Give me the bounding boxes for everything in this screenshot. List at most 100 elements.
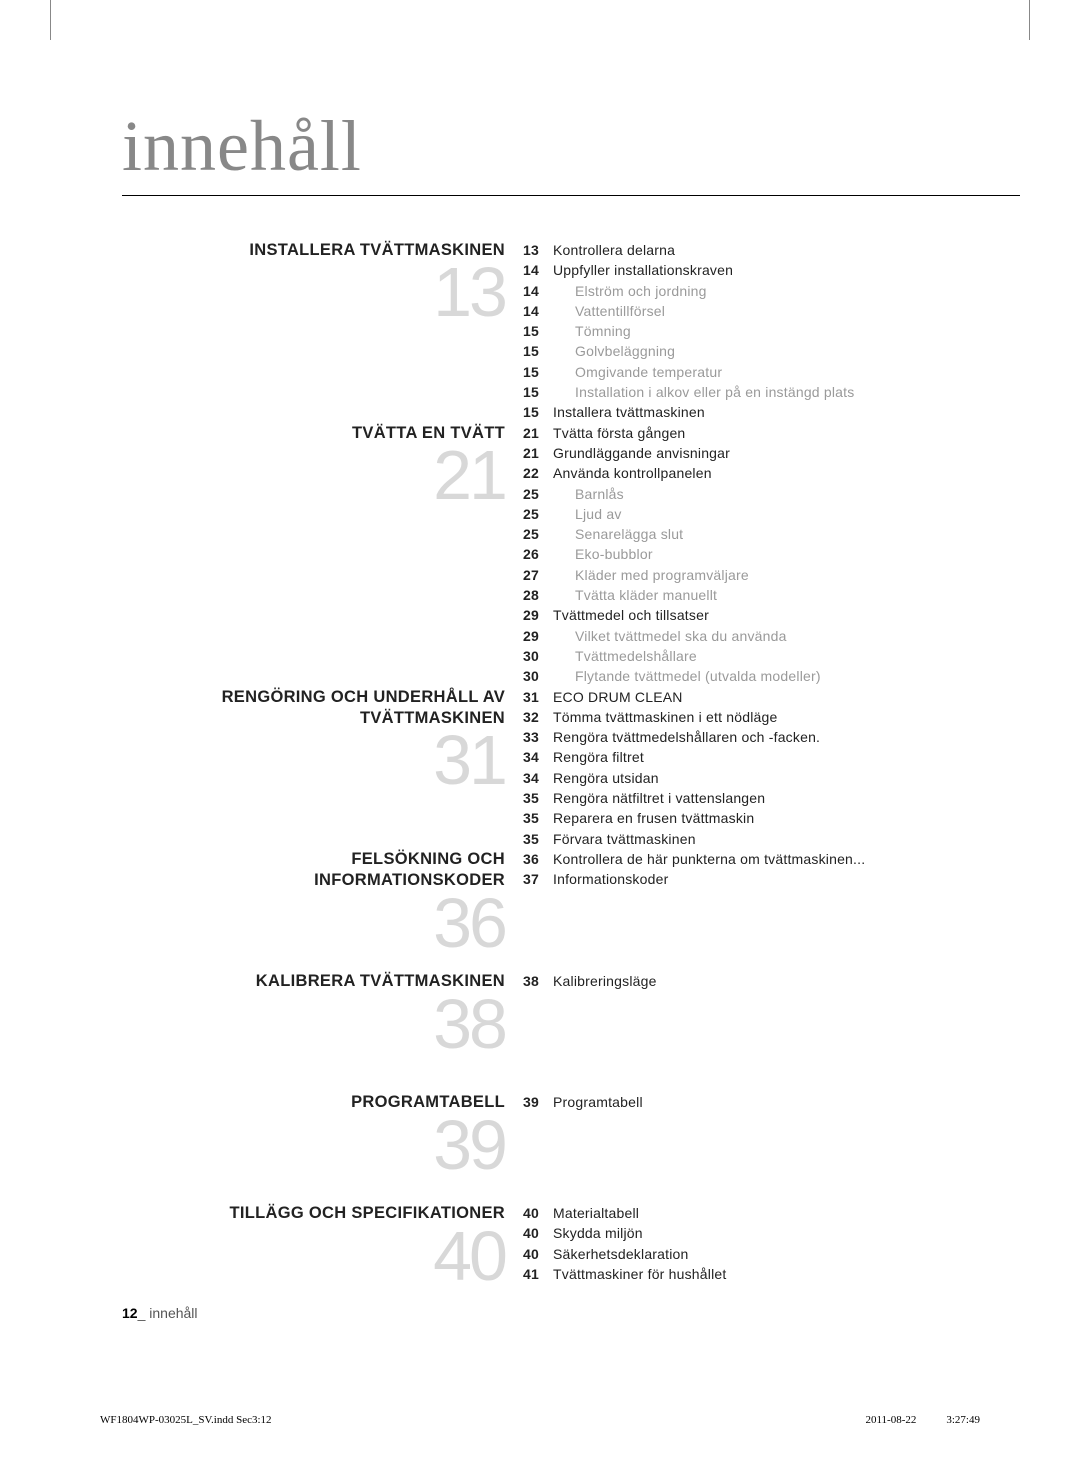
toc-entry: 40Säkerhetsdeklaration (523, 1244, 988, 1264)
toc-label: Programtabell (553, 1092, 643, 1112)
section-number: 36 (188, 894, 505, 954)
toc-entry: 34Rengöra utsidan (523, 768, 988, 788)
toc-page-number: 37 (523, 869, 553, 889)
toc-label: Rengöra utsidan (553, 768, 659, 788)
toc-page-number: 26 (523, 544, 553, 564)
crop-mark (50, 0, 51, 40)
toc-page-number: 30 (523, 666, 553, 686)
toc-page-number: 13 (523, 240, 553, 260)
page-footer: 12_ innehåll (122, 1305, 198, 1321)
section-heading-area: KALIBRERA TVÄTTMASKINEN38 (188, 971, 523, 1054)
toc-page-number: 14 (523, 281, 553, 301)
toc-entry: 27Kläder med programväljare (523, 565, 988, 585)
print-date: 2011-08-22 (865, 1414, 916, 1426)
title-underline (122, 195, 1020, 196)
toc-entry: 41Tvättmaskiner för hushållet (523, 1264, 988, 1284)
toc-page-number: 21 (523, 443, 553, 463)
toc-page-number: 29 (523, 605, 553, 625)
toc-page-number: 15 (523, 362, 553, 382)
section-entries: 31ECO DRUM CLEAN32Tömma tvättmaskinen i … (523, 687, 988, 849)
section-number: 21 (188, 446, 505, 506)
toc-entry: 13Kontrollera delarna (523, 240, 988, 260)
toc-entry: 25Senarelägga slut (523, 524, 988, 544)
toc-entry: 38Kalibreringsläge (523, 971, 988, 991)
toc-entry: 32Tömma tvättmaskinen i ett nödläge (523, 707, 988, 727)
section-number: 38 (188, 995, 505, 1055)
toc-entry: 31ECO DRUM CLEAN (523, 687, 988, 707)
toc-page-number: 39 (523, 1092, 553, 1112)
toc-label: Informationskoder (553, 869, 668, 889)
section-heading-area: FELSÖKNING OCH INFORMATIONSKODER36 (188, 849, 523, 953)
footer-separator: _ (138, 1305, 146, 1321)
section-entries: 36Kontrollera de här punkterna om tvättm… (523, 849, 988, 953)
toc-entry: 14Uppfyller installationskraven (523, 260, 988, 280)
toc-entry: 40Skydda miljön (523, 1223, 988, 1243)
toc-entry: 30Tvättmedelshållare (523, 646, 988, 666)
toc-entry: 14Elström och jordning (523, 281, 988, 301)
crop-mark (1029, 0, 1030, 40)
page-title: innehåll (122, 105, 362, 188)
toc-page-number: 28 (523, 585, 553, 605)
section-number: 39 (188, 1116, 505, 1176)
toc-page-number: 22 (523, 463, 553, 483)
toc-entry: 37Informationskoder (523, 869, 988, 889)
toc-label: Golvbeläggning (553, 341, 675, 361)
toc-entry: 30Flytande tvättmedel (utvalda modeller) (523, 666, 988, 686)
section-entries: 21Tvätta första gången21Grundläggande an… (523, 423, 988, 687)
toc-label: Uppfyller installationskraven (553, 260, 733, 280)
toc-page-number: 15 (523, 402, 553, 422)
toc-page-number: 30 (523, 646, 553, 666)
toc-content: INSTALLERA TVÄTTMASKINEN1313Kontrollera … (188, 240, 988, 1286)
toc-label: ECO DRUM CLEAN (553, 687, 683, 707)
toc-label: Senarelägga slut (553, 524, 683, 544)
toc-entry: 39Programtabell (523, 1092, 988, 1112)
section-entries: 38Kalibreringsläge (523, 971, 988, 1054)
toc-entry: 22Använda kontrollpanelen (523, 463, 988, 483)
toc-entry: 40Materialtabell (523, 1203, 988, 1223)
section-heading-area: PROGRAMTABELL39 (188, 1092, 523, 1175)
section-entries: 39Programtabell (523, 1092, 988, 1175)
toc-label: Tömma tvättmaskinen i ett nödläge (553, 707, 777, 727)
toc-entry: 14Vattentillförsel (523, 301, 988, 321)
toc-page-number: 34 (523, 747, 553, 767)
toc-label: Vattentillförsel (553, 301, 665, 321)
section-entries: 13Kontrollera delarna14Uppfyller install… (523, 240, 988, 423)
toc-page-number: 27 (523, 565, 553, 585)
toc-page-number: 38 (523, 971, 553, 991)
toc-entry: 35Förvara tvättmaskinen (523, 829, 988, 849)
toc-page-number: 33 (523, 727, 553, 747)
section-entries: 40Materialtabell40Skydda miljön40Säkerhe… (523, 1203, 988, 1286)
print-footer: WF1804WP-03025L_SV.indd Sec3:12 2011-08-… (100, 1414, 980, 1426)
toc-section: PROGRAMTABELL3939Programtabell (188, 1092, 988, 1175)
toc-label: Eko-bubblor (553, 544, 653, 564)
toc-page-number: 25 (523, 484, 553, 504)
toc-page-number: 15 (523, 321, 553, 341)
toc-section: INSTALLERA TVÄTTMASKINEN1313Kontrollera … (188, 240, 988, 423)
toc-page-number: 36 (523, 849, 553, 869)
toc-page-number: 15 (523, 341, 553, 361)
toc-label: Använda kontrollpanelen (553, 463, 712, 483)
toc-label: Kontrollera delarna (553, 240, 675, 260)
toc-page-number: 40 (523, 1223, 553, 1243)
toc-section: FELSÖKNING OCH INFORMATIONSKODER3636Kont… (188, 849, 988, 953)
toc-label: Tvättmedel och tillsatser (553, 605, 709, 625)
toc-label: Rengöra filtret (553, 747, 644, 767)
section-number: 31 (188, 731, 505, 791)
toc-page-number: 34 (523, 768, 553, 788)
toc-label: Tömning (553, 321, 631, 341)
toc-section: KALIBRERA TVÄTTMASKINEN3838Kalibreringsl… (188, 971, 988, 1054)
toc-entry: 35Rengöra nätfiltret i vattenslangen (523, 788, 988, 808)
toc-page-number: 14 (523, 301, 553, 321)
toc-entry: 34Rengöra filtret (523, 747, 988, 767)
toc-entry: 35Reparera en frusen tvättmaskin (523, 808, 988, 828)
toc-label: Förvara tvättmaskinen (553, 829, 696, 849)
toc-section: TVÄTTA EN TVÄTT2121Tvätta första gången2… (188, 423, 988, 687)
toc-label: Reparera en frusen tvättmaskin (553, 808, 754, 828)
section-heading-area: TVÄTTA EN TVÄTT21 (188, 423, 523, 687)
toc-entry: 15Omgivande temperatur (523, 362, 988, 382)
toc-entry: 15Golvbeläggning (523, 341, 988, 361)
toc-entry: 26Eko-bubblor (523, 544, 988, 564)
toc-entry: 33Rengöra tvättmedelshållaren och -facke… (523, 727, 988, 747)
toc-page-number: 14 (523, 260, 553, 280)
toc-label: Tvättmaskiner för hushållet (553, 1264, 726, 1284)
